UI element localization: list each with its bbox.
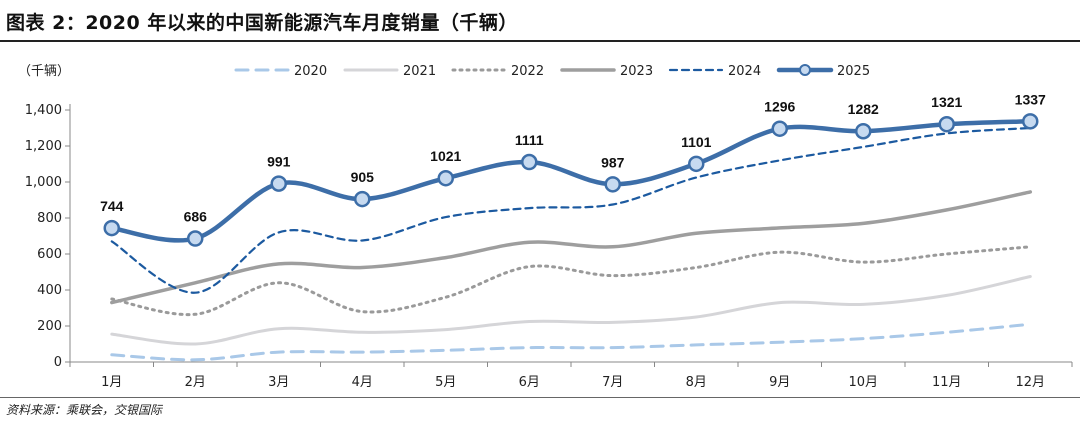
legend-label-2020: 2020	[294, 64, 327, 79]
data-point-2025	[1022, 113, 1039, 130]
x-tick-label: 6月	[519, 375, 540, 390]
data-point-2025	[354, 190, 371, 208]
data-point-2025	[437, 169, 454, 187]
data-label-2025: 905	[351, 169, 375, 185]
legend-label-2023: 2023	[620, 64, 653, 79]
data-label-2025: 987	[601, 154, 625, 170]
data-point-2025	[103, 219, 120, 237]
y-tick-label: 1,400	[25, 103, 62, 118]
data-point-2025	[771, 120, 788, 137]
y-tick-label: 600	[37, 247, 62, 262]
legend-label-2021: 2021	[403, 64, 436, 79]
data-point-2025	[688, 155, 705, 173]
data-point-2025	[855, 122, 872, 140]
data-point-2025	[187, 230, 204, 247]
x-tick-label: 5月	[435, 375, 456, 390]
series-line-2022	[110, 245, 1032, 317]
x-tick-label: 3月	[268, 375, 289, 390]
x-tick-label: 4月	[352, 375, 373, 390]
data-label-2025: 1111	[515, 132, 544, 148]
y-tick-label: 1,200	[25, 139, 62, 154]
x-tick-label: 9月	[769, 375, 790, 390]
series-line-2021	[110, 275, 1032, 346]
sales-line-chart: （千辆） 0 200 400 600 800 1,000 1,200 1,400 1月 2月 3月 4月…	[18, 64, 1073, 390]
legend-label-2024: 2024	[728, 64, 761, 79]
x-tick-label: 12月	[1015, 375, 1045, 390]
legend-label-2022: 2022	[511, 64, 544, 79]
bottom-rule	[0, 397, 1080, 398]
data-label-2025: 686	[184, 209, 208, 225]
data-label-2025: 1337	[1015, 91, 1046, 107]
data-point-2025	[604, 176, 621, 193]
x-tick-label: 2月	[185, 375, 206, 390]
data-label-2025: 1321	[931, 94, 962, 110]
series-line-2025	[109, 119, 1033, 243]
legend-marker-2025	[799, 64, 811, 76]
x-tick-label: 1月	[101, 375, 122, 390]
data-label-2025: 1021	[430, 148, 461, 164]
data-point-2025	[521, 153, 538, 171]
y-axis-unit-label: （千辆）	[18, 64, 70, 79]
y-tick-label: 800	[37, 211, 62, 226]
series-line-2024	[110, 126, 1032, 294]
data-label-2025: 1101	[681, 134, 712, 150]
figure-title: 图表 2：2020 年以来的中国新能源汽车月度销量（千辆）	[6, 12, 518, 34]
y-tick-label: 200	[37, 319, 62, 334]
legend-label-2025: 2025	[837, 64, 870, 79]
x-tick-label: 11月	[932, 375, 962, 390]
data-point-2025	[938, 115, 955, 133]
title-rule	[0, 40, 1080, 42]
data-label-2025: 744	[100, 198, 124, 214]
series-line-2023	[110, 190, 1033, 305]
x-tick-label: 8月	[686, 375, 707, 390]
series-line-2020	[110, 322, 1032, 362]
y-tick-label: 1,000	[25, 175, 62, 190]
y-tick-label: 0	[54, 355, 62, 370]
data-point-2025	[270, 175, 287, 192]
data-label-2025: 1282	[848, 101, 879, 117]
data-label-2025: 1296	[764, 99, 795, 115]
x-tick-label: 7月	[602, 375, 623, 390]
y-tick-label: 400	[37, 283, 62, 298]
x-tick-label: 10月	[848, 375, 878, 390]
source-note: 资料来源：乘联会，交银国际	[6, 403, 163, 417]
data-label-2025: 991	[267, 154, 291, 170]
